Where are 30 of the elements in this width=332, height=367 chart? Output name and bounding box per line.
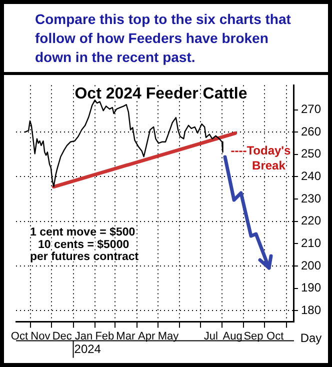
y-tick-label: 190	[300, 280, 322, 295]
chart-title: Oct 2024 Feeder Cattle	[74, 86, 248, 103]
x-tick-label: Jul	[204, 330, 218, 342]
x-tick-label: Apr	[138, 330, 156, 342]
x-tick-label: Dec	[52, 330, 72, 342]
x-tick-label: Nov	[30, 330, 51, 342]
y-tick-label: 200	[300, 258, 322, 272]
x-tick-label: Aug	[222, 330, 242, 342]
x-tick-label: Feb	[95, 330, 114, 342]
y-tick-label: 220	[300, 214, 322, 228]
y-tick-label: 240	[300, 169, 322, 184]
text: Day	[300, 331, 322, 346]
x-tick-label: Oct	[10, 330, 28, 342]
x-tick-label: Sep	[244, 330, 264, 342]
x-tick-label: Jan	[74, 330, 93, 342]
x-tick-label: Oct	[266, 330, 284, 342]
y-tick-label: 250	[300, 146, 322, 161]
y-tick-label: 230	[300, 191, 322, 206]
annotation: 1 cent move = $500	[30, 226, 136, 239]
annotation: per futures contract	[30, 251, 139, 264]
chart-subtitle: Compare this top to the six charts that follow of how Feeders have broken down in the recent past.	[35, 10, 292, 66]
text: 2024	[74, 342, 102, 356]
y-tick-label: 210	[300, 236, 322, 250]
y-tick-label: 260	[300, 124, 322, 138]
x-tick-label: Mar	[116, 330, 136, 342]
annotation: 10 cents = $5000	[38, 238, 130, 251]
y-tick-label: 180	[300, 302, 322, 317]
x-tick-label: May	[158, 330, 180, 342]
y-tick-label: 270	[300, 102, 322, 116]
annotation: ----Today's Break	[230, 143, 292, 172]
